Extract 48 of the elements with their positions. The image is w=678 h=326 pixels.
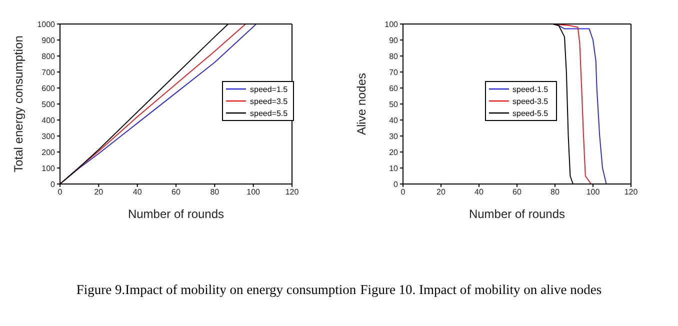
x-tick-label: 100 — [246, 188, 261, 197]
y-axis-title: Alive nodes — [354, 72, 368, 136]
caption: Figure 9.Impact of mobility on energy consumption — [76, 282, 356, 298]
y-tick-label: 70 — [389, 68, 399, 77]
y-tick-label: 100 — [384, 20, 399, 29]
y-tick-label: 10 — [389, 164, 399, 173]
y-tick-label: 300 — [42, 132, 56, 141]
x-tick-label: 0 — [400, 188, 406, 197]
x-tick-label: 20 — [94, 188, 104, 197]
x-tick-label: 120 — [285, 188, 300, 197]
y-tick-label: 30 — [389, 132, 399, 141]
x-tick-label: 100 — [586, 188, 600, 197]
legend-label: speed-1.5 — [512, 84, 548, 94]
y-tick-label: 500 — [42, 100, 56, 109]
x-tick-label: 0 — [58, 188, 63, 197]
x-tick-label: 80 — [550, 188, 560, 197]
x-axis-title: Number of rounds — [128, 207, 224, 221]
x-tick-label: 40 — [474, 188, 484, 197]
y-tick-label: 90 — [389, 36, 399, 45]
legend-label: speed=1.5 — [250, 84, 288, 94]
y-tick-label: 50 — [389, 100, 399, 109]
legend-label: speed=3.5 — [250, 96, 288, 106]
x-tick-label: 20 — [436, 188, 446, 197]
y-tick-label: 0 — [50, 180, 56, 189]
y-tick-label: 0 — [394, 180, 399, 189]
y-tick-label: 100 — [42, 164, 56, 173]
legend-label: speed=5.5 — [250, 108, 288, 118]
legend-label: speed-3.5 — [512, 96, 548, 106]
x-axis-title: Number of rounds — [468, 207, 566, 221]
y-tick-label: 400 — [42, 116, 56, 125]
y-tick-label: 200 — [42, 148, 56, 157]
x-tick-label: 80 — [210, 188, 220, 197]
y-tick-label: 20 — [389, 148, 399, 157]
x-tick-label: 60 — [512, 188, 522, 197]
legend-label: speed-5.5 — [512, 108, 548, 118]
y-tick-label: 60 — [389, 84, 399, 93]
x-tick-label: 120 — [624, 188, 638, 197]
x-tick-label: 60 — [172, 188, 181, 197]
y-tick-label: 600 — [42, 84, 56, 93]
x-tick-label: 40 — [132, 188, 142, 197]
y-tick-label: 700 — [42, 68, 56, 77]
caption: Figure 10. Impact of mobility on alive nodes — [360, 282, 602, 298]
y-tick-label: 80 — [389, 52, 399, 61]
y-tick-label: 40 — [389, 116, 399, 125]
y-axis-title: Total energy consumption — [11, 36, 26, 172]
y-tick-label: 1000 — [37, 20, 56, 29]
y-tick-label: 800 — [42, 52, 56, 61]
y-tick-label: 900 — [42, 36, 56, 45]
